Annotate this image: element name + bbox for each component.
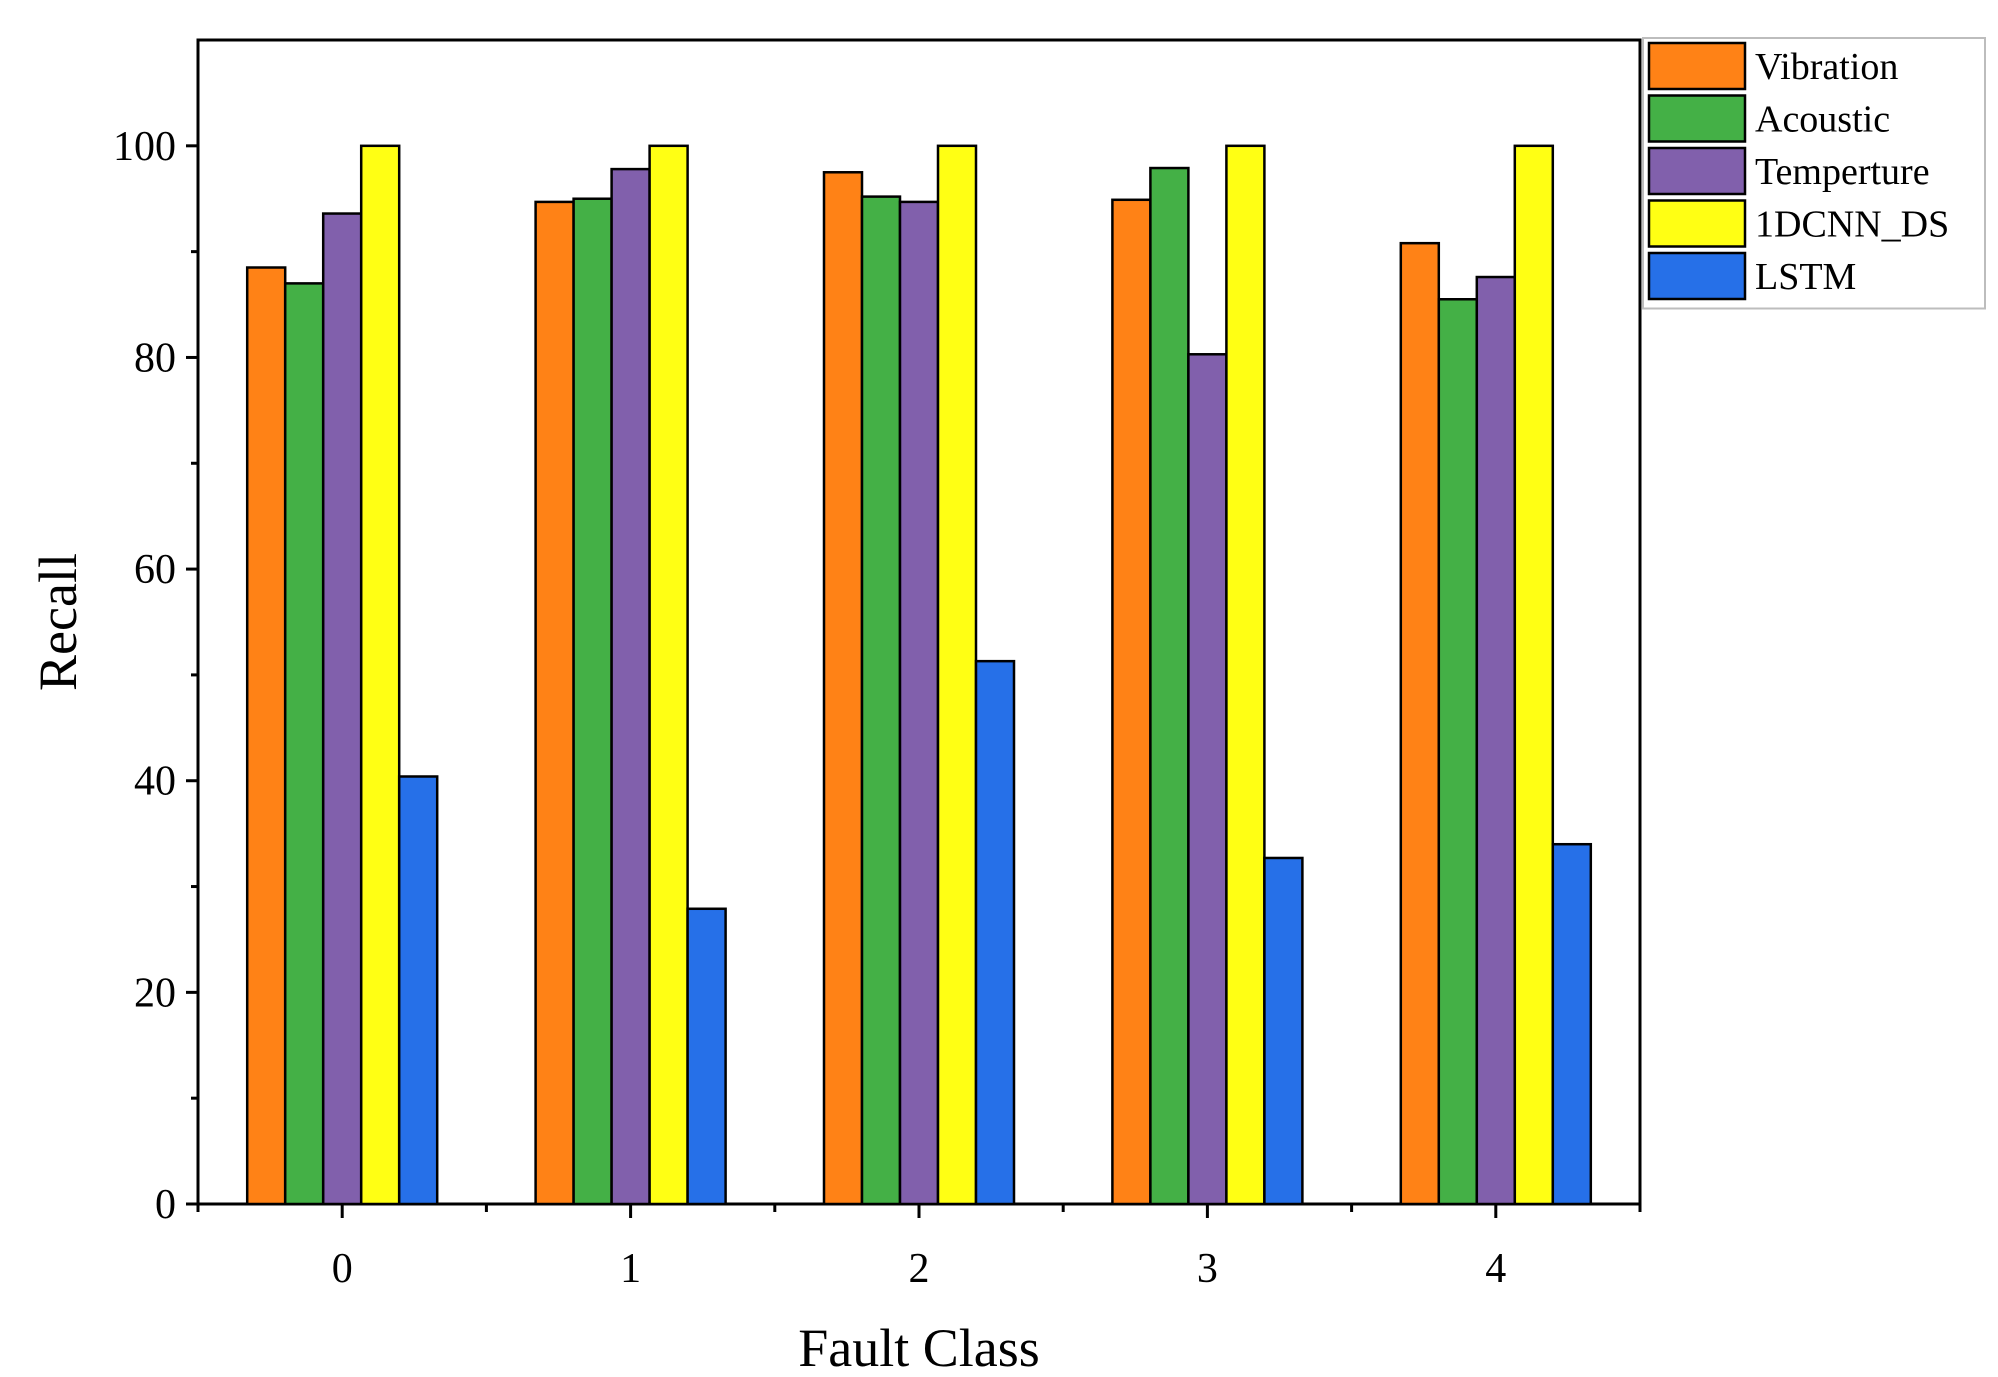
bar-vibration-class-1	[534, 200, 575, 1206]
legend-swatch-1dcnn-ds	[1647, 199, 1747, 248]
bar-lstm-class-4	[1551, 842, 1593, 1206]
x-tick-label: 2	[909, 1246, 930, 1292]
legend-label-temperture: Temperture	[1755, 151, 1930, 193]
bar-lstm-class-1	[686, 907, 727, 1206]
axes-layer: 0 20 40 60 80 100 0 1 2 3 4	[113, 124, 1642, 1292]
legend-label-acoustic: Acoustic	[1755, 99, 1890, 141]
bar-acoustic-class-2	[860, 195, 902, 1206]
bar-1dcnn-ds-class-1	[648, 144, 689, 1206]
legend-swatch-lstm	[1647, 251, 1747, 301]
y-tick-label: 80	[134, 335, 176, 381]
y-tick-label: 60	[134, 547, 176, 593]
y-tick-label: 20	[134, 970, 176, 1016]
y-tick-label: 40	[134, 759, 176, 805]
x-tick-label: 1	[620, 1246, 641, 1292]
legend-label-vibration: Vibration	[1755, 46, 1898, 88]
bar-vibration-class-2	[822, 171, 864, 1206]
bar-temperture-class-1	[610, 167, 651, 1206]
bar-vibration-class-3	[1111, 198, 1152, 1206]
legend-swatch-vibration	[1647, 41, 1747, 91]
legend-label-lstm: LSTM	[1755, 256, 1856, 298]
bar-temperture-class-0	[321, 212, 363, 1206]
bar-acoustic-class-1	[572, 197, 613, 1206]
bar-acoustic-class-0	[283, 282, 325, 1206]
bar-vibration-class-0	[245, 266, 287, 1206]
y-axis-title: Recall	[28, 553, 88, 691]
bar-lstm-class-2	[974, 659, 1016, 1206]
bar-lstm-class-0	[397, 775, 439, 1206]
legend-swatch-temperture	[1647, 146, 1747, 196]
x-tick-label: 0	[332, 1246, 353, 1292]
bar-temperture-class-3	[1187, 353, 1228, 1206]
bar-acoustic-class-3	[1149, 166, 1190, 1206]
legend-swatch-acoustic	[1647, 94, 1747, 143]
bar-vibration-class-4	[1399, 241, 1441, 1206]
y-tick-label: 0	[155, 1182, 176, 1228]
bar-temperture-class-2	[898, 200, 940, 1206]
bar-1dcnn-ds-class-2	[936, 144, 978, 1206]
bar-acoustic-class-4	[1437, 298, 1479, 1206]
x-axis-title: Fault Class	[798, 1318, 1040, 1377]
bar-1dcnn-ds-class-3	[1225, 144, 1266, 1206]
x-tick-label: 3	[1197, 1246, 1218, 1292]
legend-label-1dcnn-ds: 1DCNN_DS	[1755, 204, 1949, 246]
bars-layer	[245, 144, 1593, 1206]
y-tick-label: 100	[113, 124, 176, 170]
bar-temperture-class-4	[1475, 275, 1517, 1206]
bar-1dcnn-ds-class-0	[359, 144, 401, 1206]
bar-1dcnn-ds-class-4	[1513, 144, 1555, 1206]
legend: Vibration Acoustic Temperture 1DCNN_DS LSTM	[1642, 37, 1986, 310]
bar-lstm-class-3	[1263, 856, 1304, 1206]
x-tick-label: 4	[1485, 1246, 1506, 1292]
